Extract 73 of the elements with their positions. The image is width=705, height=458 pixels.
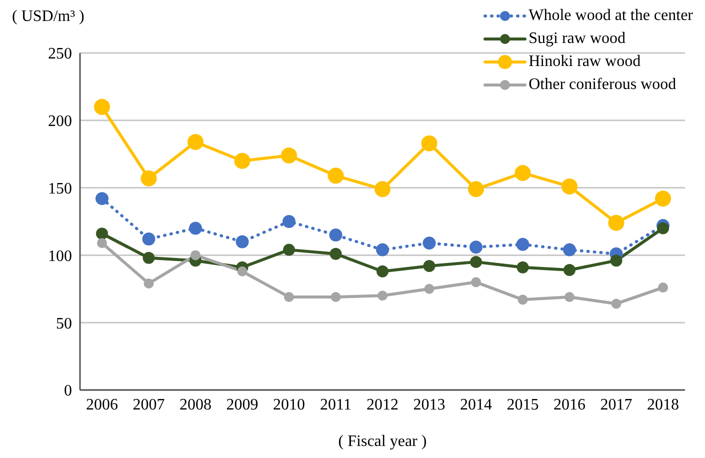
point <box>142 252 155 264</box>
x-tick-label: 2010 <box>273 396 305 414</box>
x-tick-label: 2018 <box>647 396 679 414</box>
point <box>329 228 342 242</box>
point <box>657 222 669 234</box>
point <box>378 290 388 301</box>
point <box>234 152 250 169</box>
point <box>518 294 528 305</box>
point <box>655 190 671 207</box>
point <box>190 250 200 260</box>
point <box>564 292 574 302</box>
y-tick-label: 250 <box>48 46 72 63</box>
y-axis-title: ( USD/m³ ) <box>12 8 84 26</box>
point <box>421 135 438 152</box>
x-axis-title: ( Fiscal year ) <box>338 433 427 450</box>
point <box>516 261 529 274</box>
point <box>376 265 388 278</box>
point <box>514 164 531 181</box>
x-tick-label: 2009 <box>226 396 258 414</box>
point <box>610 254 622 267</box>
point <box>422 236 436 250</box>
point <box>563 243 576 256</box>
x-tick-label: 2007 <box>132 396 165 414</box>
y-tick-label: 150 <box>48 180 72 198</box>
point <box>562 178 578 194</box>
point <box>471 277 481 288</box>
y-tick-label: 0 <box>64 382 72 400</box>
y-tick-label: 100 <box>48 248 72 265</box>
point <box>328 168 344 184</box>
x-tick-label: 2017 <box>600 396 632 414</box>
point <box>608 214 624 231</box>
point <box>423 260 436 272</box>
x-tick-label: 2015 <box>506 396 539 414</box>
point <box>284 292 294 302</box>
legend-label: Other coniferous wood <box>528 76 676 94</box>
point <box>424 284 434 294</box>
x-tick-label: 2011 <box>320 396 352 414</box>
point <box>330 248 342 260</box>
x-tick-label: 2013 <box>413 396 446 414</box>
x-tick-label: 2016 <box>554 396 586 414</box>
point <box>374 181 390 198</box>
y-tick-label: 200 <box>48 113 72 130</box>
point <box>97 238 107 248</box>
point <box>236 235 249 248</box>
point <box>237 266 248 276</box>
point <box>470 240 482 254</box>
point <box>564 264 576 276</box>
point <box>658 282 668 293</box>
point <box>144 278 154 289</box>
point <box>516 238 530 251</box>
point <box>189 222 202 235</box>
x-tick-label: 2006 <box>86 396 118 414</box>
point <box>142 232 156 246</box>
x-tick-label: 2008 <box>180 396 212 414</box>
point <box>376 243 389 256</box>
point <box>281 147 297 164</box>
point <box>330 292 341 302</box>
legend-label: Hinoki raw wood <box>528 52 641 70</box>
point <box>188 134 204 150</box>
legend-label: Sugi raw wood <box>528 30 626 48</box>
point <box>96 192 108 206</box>
point <box>283 244 295 256</box>
point <box>468 181 484 198</box>
point <box>470 256 482 268</box>
point <box>140 170 157 186</box>
legend-label: Whole wood at the center <box>528 6 693 24</box>
point <box>96 228 108 240</box>
point <box>282 215 296 228</box>
x-tick-label: 2012 <box>366 396 398 414</box>
x-tick-label: 2014 <box>460 396 492 414</box>
point <box>94 98 110 115</box>
y-tick-label: 50 <box>56 315 72 332</box>
point <box>611 298 622 309</box>
